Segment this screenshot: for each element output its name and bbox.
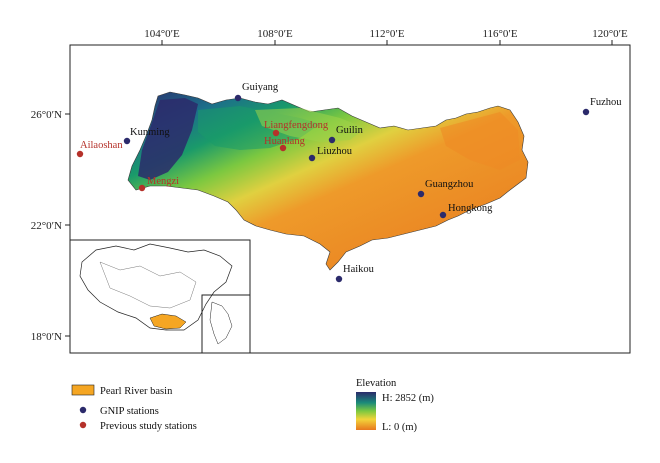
previous-legend-marker	[79, 421, 87, 429]
inset-map	[69, 239, 251, 354]
legend-basin-label: Pearl River basin	[100, 386, 173, 397]
lat-ticks	[65, 113, 70, 337]
gnip-marker-guangzhou	[417, 190, 425, 198]
gnip-marker-fuzhou	[582, 108, 590, 116]
station-label-kunming: Kunming	[130, 127, 170, 138]
lat-tick-label: 26°0′N	[31, 109, 62, 121]
basin-swatch	[71, 384, 95, 396]
lon-tick-label: 112°0′E	[369, 28, 404, 40]
lat-tick-label: 18°0′N	[31, 331, 62, 343]
legend-gnip-label: GNIP stations	[100, 406, 159, 417]
gnip-marker-liuzhou	[308, 154, 316, 162]
previous-marker-ailaoshan	[76, 150, 84, 158]
gnip-marker-kunming	[123, 137, 131, 145]
lat-tick-label: 22°0′N	[31, 220, 62, 232]
station-label-fuzhou: Fuzhou	[590, 97, 622, 108]
pearl-river-basin-elevation	[127, 91, 529, 271]
gnip-marker-haikou	[335, 275, 343, 283]
legend: Pearl River basin GNIP stations Previous…	[71, 384, 197, 432]
previous-marker-mengzi	[138, 184, 146, 192]
station-label-guilin: Guilin	[336, 125, 364, 136]
gnip-station-markers	[123, 94, 590, 283]
station-label-hongkong: Hongkong	[448, 203, 493, 214]
station-label-liuzhou: Liuzhou	[317, 146, 353, 157]
lon-tick-label: 120°0′E	[592, 28, 628, 40]
station-label-mengzi: Mengzi	[147, 176, 179, 187]
elevation-low-label: L: 0 (m)	[382, 422, 417, 433]
previous-marker-huanlang	[279, 144, 287, 152]
elevation-legend: Elevation H: 2852 (m) L: 0 (m)	[356, 378, 434, 433]
station-label-liangfengdong: Liangfengdong	[264, 120, 329, 131]
gnip-marker-guilin	[328, 136, 336, 144]
station-label-huanlang: Huanlang	[264, 136, 306, 147]
station-label-ailaoshan: Ailaoshan	[80, 140, 123, 151]
gnip-marker-hongkong	[439, 211, 447, 219]
elevation-color-bar	[356, 392, 376, 430]
previous-station-markers	[76, 129, 287, 192]
previous-marker-liangfengdong	[272, 129, 280, 137]
elevation-title: Elevation	[356, 378, 397, 389]
gnip-marker-guiyang	[234, 94, 242, 102]
lon-tick-label: 116°0′E	[482, 28, 517, 40]
legend-previous-label: Previous study stations	[100, 421, 197, 432]
lon-tick-label: 108°0′E	[257, 28, 293, 40]
lon-ticks	[161, 40, 613, 45]
gnip-legend-marker	[79, 406, 87, 414]
station-label-haikou: Haikou	[343, 264, 375, 275]
lon-tick-label: 104°0′E	[144, 28, 180, 40]
station-label-guiyang: Guiyang	[242, 82, 279, 93]
elevation-high-label: H: 2852 (m)	[382, 393, 434, 404]
station-label-guangzhou: Guangzhou	[425, 179, 474, 190]
